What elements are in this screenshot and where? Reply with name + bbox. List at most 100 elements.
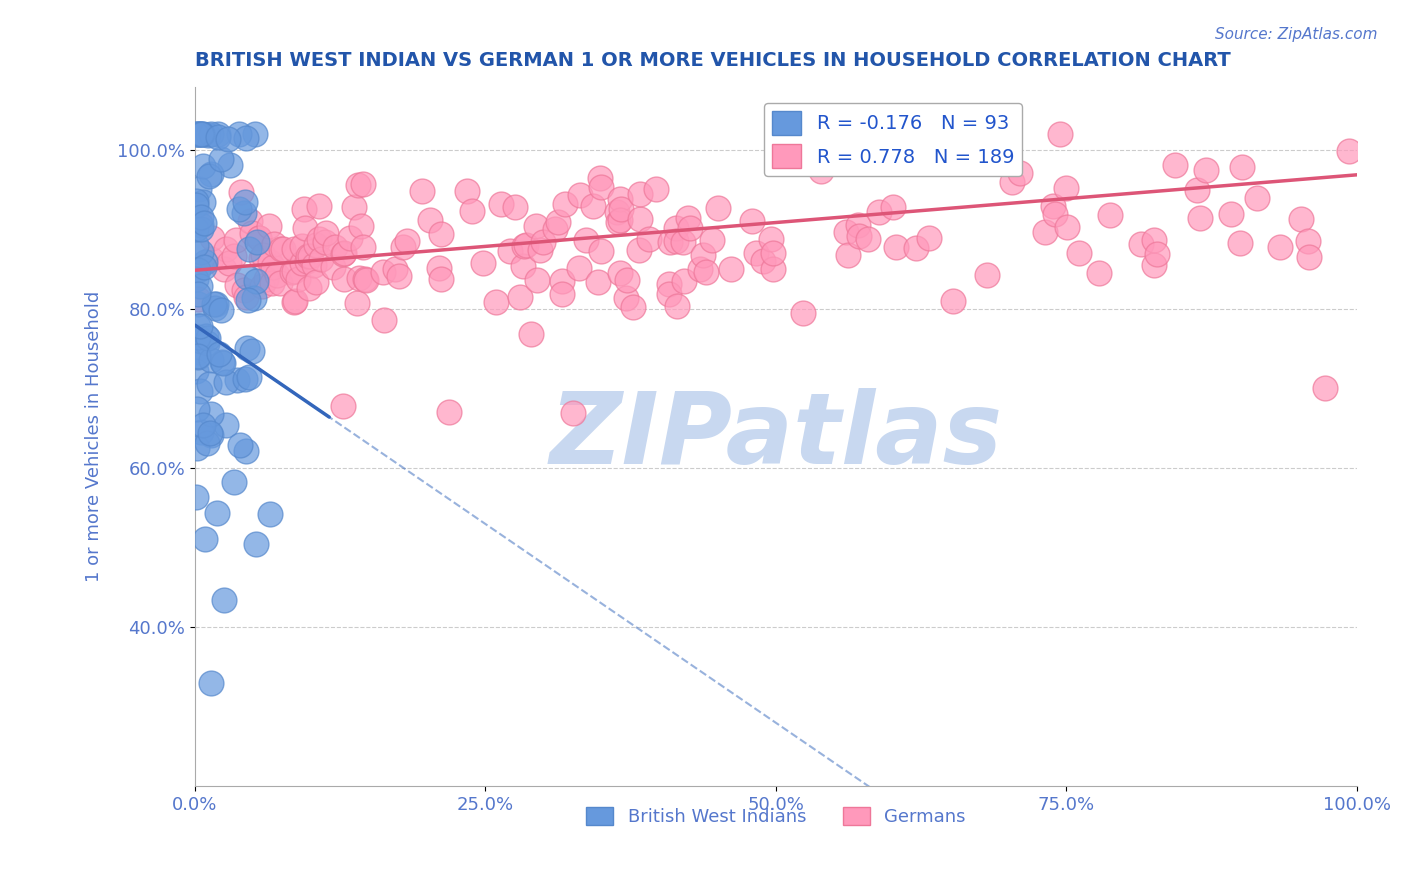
Point: [568, 260, 591, 275]
Point: [242, 291, 264, 305]
Point: [332, 246, 354, 260]
Point: [236, 269, 259, 284]
Point: [238, 370, 260, 384]
Point: [673, 274, 696, 288]
Point: [1088, 266, 1111, 280]
Point: [240, 226, 263, 240]
Point: [499, 244, 522, 258]
Point: [197, 335, 219, 350]
Point: [214, 262, 236, 277]
Point: [291, 239, 314, 253]
Point: [188, 211, 211, 226]
Point: [314, 235, 336, 249]
Point: [322, 260, 344, 275]
Point: [186, 194, 208, 209]
Point: [186, 402, 208, 417]
Point: [471, 256, 494, 270]
Point: [222, 249, 245, 263]
Point: [1298, 234, 1320, 248]
Point: [520, 327, 543, 342]
Point: [308, 199, 330, 213]
Point: [207, 130, 229, 145]
Point: [419, 213, 441, 227]
Point: [200, 676, 222, 690]
Point: [679, 220, 702, 235]
Point: [352, 177, 374, 191]
Legend: British West Indians, Germans: British West Indians, Germans: [579, 799, 973, 833]
Point: [1195, 163, 1218, 178]
Point: [526, 273, 548, 287]
Point: [297, 280, 319, 294]
Point: [752, 254, 775, 268]
Point: [308, 232, 330, 246]
Point: [233, 195, 256, 210]
Point: [186, 198, 208, 212]
Point: [235, 290, 257, 304]
Point: [1289, 212, 1312, 227]
Point: [628, 211, 651, 226]
Point: [215, 242, 238, 256]
Point: [193, 417, 215, 432]
Point: [202, 297, 225, 311]
Point: [238, 293, 260, 308]
Point: [252, 248, 274, 262]
Point: [194, 532, 217, 546]
Point: [187, 292, 209, 306]
Point: [193, 260, 215, 274]
Point: [339, 231, 361, 245]
Point: [942, 294, 965, 309]
Point: [194, 329, 217, 343]
Point: [302, 258, 325, 272]
Point: [315, 226, 337, 240]
Point: [762, 261, 785, 276]
Point: [610, 202, 633, 216]
Point: [515, 237, 537, 252]
Point: [1143, 258, 1166, 272]
Point: [249, 230, 271, 244]
Point: [246, 235, 269, 250]
Point: [658, 277, 681, 292]
Point: [430, 271, 453, 285]
Point: [184, 222, 207, 236]
Point: [395, 234, 418, 248]
Point: [371, 264, 394, 278]
Point: [207, 127, 229, 141]
Point: [245, 128, 267, 142]
Point: [231, 185, 253, 199]
Point: [240, 343, 263, 358]
Point: [658, 287, 681, 301]
Point: [792, 306, 814, 320]
Point: [262, 260, 284, 275]
Point: [218, 256, 240, 270]
Point: [245, 537, 267, 551]
Point: [848, 228, 870, 243]
Point: [759, 232, 782, 246]
Point: [551, 274, 574, 288]
Point: [352, 240, 374, 254]
Point: [1054, 180, 1077, 194]
Text: Source: ZipAtlas.com: Source: ZipAtlas.com: [1215, 27, 1378, 42]
Point: [676, 211, 699, 226]
Point: [294, 221, 316, 235]
Point: [284, 293, 307, 308]
Point: [190, 222, 212, 236]
Point: [561, 405, 583, 419]
Point: [259, 507, 281, 521]
Point: [616, 273, 638, 287]
Point: [187, 329, 209, 343]
Point: [846, 219, 869, 233]
Point: [692, 248, 714, 262]
Point: [606, 215, 628, 229]
Point: [589, 170, 612, 185]
Point: [1146, 247, 1168, 261]
Point: [569, 187, 592, 202]
Point: [575, 233, 598, 247]
Point: [281, 265, 304, 279]
Point: [304, 238, 326, 252]
Point: [250, 279, 273, 293]
Point: [226, 277, 249, 292]
Point: [215, 418, 238, 433]
Point: [184, 272, 207, 286]
Point: [544, 221, 567, 235]
Point: [188, 182, 211, 196]
